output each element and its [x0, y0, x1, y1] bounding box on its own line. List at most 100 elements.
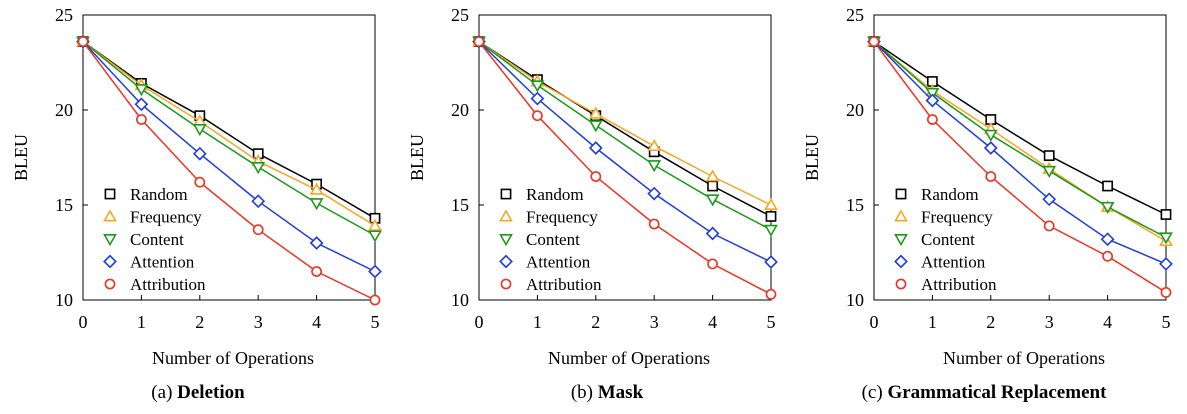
- data-point-content: [705, 194, 720, 207]
- legend-marker-random: [104, 188, 116, 200]
- data-point-content: [588, 120, 603, 133]
- data-point-attention: [1100, 232, 1115, 247]
- y-tick-label: 10: [55, 290, 73, 310]
- legend-marker-content: [499, 234, 513, 247]
- data-point-random: [1102, 180, 1113, 192]
- data-point-attribution: [77, 36, 89, 47]
- legend-label: Frequency: [526, 208, 598, 227]
- x-tick-label: 3: [650, 312, 659, 332]
- y-tick-label: 25: [846, 5, 864, 25]
- series-random: [868, 36, 1172, 220]
- x-tick-label: 0: [79, 312, 88, 332]
- data-point-content: [764, 224, 778, 237]
- data-point-frequency: [309, 182, 324, 195]
- y-tick-label: 25: [451, 5, 469, 25]
- x-axis-label: Number of Operations: [548, 348, 710, 368]
- series-line-attention: [873, 41, 1167, 265]
- x-tick-label: 1: [928, 312, 937, 332]
- data-point-random: [1160, 209, 1172, 220]
- legend-marker-frequency: [103, 209, 117, 222]
- data-point-attention: [530, 91, 545, 106]
- x-tick-label: 1: [137, 312, 146, 332]
- legend-item-frequency: Frequency: [499, 208, 598, 227]
- series-content: [76, 36, 382, 243]
- series-content: [867, 36, 1173, 245]
- legend-item-random: Random: [895, 185, 979, 204]
- data-point-content: [251, 162, 266, 175]
- plot-frame: [478, 14, 772, 301]
- caption-title: Deletion: [177, 382, 245, 403]
- legend-item-content: Content: [103, 230, 184, 249]
- data-point-attention: [925, 93, 940, 108]
- legend-label: Attribution: [921, 275, 997, 294]
- legend-label: Content: [526, 230, 580, 249]
- x-tick-label: 3: [254, 312, 263, 332]
- legend-item-attribution: Attribution: [895, 275, 997, 294]
- legend-item-content: Content: [499, 230, 580, 249]
- series-line-random: [82, 40, 376, 219]
- caption-prefix: (a): [151, 382, 173, 403]
- data-point-attribution: [311, 266, 322, 277]
- x-axis-label: Number of Operations: [152, 348, 314, 368]
- legend-marker-content: [894, 234, 908, 247]
- legend-marker-attention: [894, 254, 908, 269]
- legend-marker-frequency: [499, 209, 513, 222]
- y-tick-label: 15: [451, 195, 469, 215]
- plot-frame: [873, 14, 1167, 301]
- data-point-attribution: [1102, 250, 1113, 262]
- caption-title: Mask: [597, 382, 644, 403]
- legend-item-attention: Attention: [894, 253, 986, 272]
- data-point-content: [530, 80, 545, 93]
- legend-label: Random: [526, 185, 584, 204]
- series-line-content: [478, 40, 772, 231]
- data-point-frequency: [588, 106, 603, 119]
- series-content: [472, 36, 778, 237]
- data-point-attention: [192, 146, 207, 161]
- legend-label: Attention: [921, 253, 986, 272]
- data-point-attribution: [868, 36, 880, 47]
- series-line-attention: [82, 41, 376, 273]
- legend-item-frequency: Frequency: [894, 208, 993, 227]
- legend-marker-attribution: [895, 278, 907, 290]
- y-tick-label: 20: [451, 100, 469, 120]
- data-point-attention: [1042, 192, 1057, 207]
- legend-label: Content: [921, 230, 975, 249]
- data-point-attribution: [135, 114, 147, 125]
- data-point-attribution: [1160, 286, 1172, 298]
- series-line-attention: [478, 41, 772, 263]
- legend-marker-content: [103, 234, 117, 247]
- legend-label: Random: [130, 185, 188, 204]
- x-tick-label: 4: [708, 312, 717, 332]
- plot-frame: [82, 14, 376, 301]
- legend: Random Frequency Content Attention Attributi…: [499, 185, 602, 294]
- y-tick-label: 15: [846, 195, 864, 215]
- legend-item-frequency: Frequency: [103, 208, 202, 227]
- series-frequency: [76, 34, 382, 231]
- y-tick-label: 25: [55, 5, 73, 25]
- x-tick-label: 2: [986, 312, 995, 332]
- legend-marker-attention: [103, 254, 117, 269]
- x-tick-label: 2: [195, 312, 204, 332]
- data-point-attention: [705, 226, 720, 241]
- series-frequency: [472, 34, 778, 210]
- data-point-attribution: [473, 36, 485, 47]
- series-attribution: [77, 36, 381, 306]
- data-point-attention: [309, 236, 324, 250]
- data-point-content: [134, 84, 149, 97]
- data-point-content: [1100, 201, 1115, 215]
- chart-panel-grammatical-replacement: 10 15 20 25 0 1 2 3 4 5 Number of Operations BLEU Ra…: [791, 0, 1187, 414]
- data-point-attention: [134, 97, 149, 112]
- y-tick-label: 15: [55, 195, 73, 215]
- x-tick-label: 3: [1045, 312, 1054, 332]
- data-point-attention: [983, 141, 998, 155]
- legend-label: Frequency: [921, 208, 993, 227]
- legend-marker-random: [500, 188, 512, 200]
- series-line-attribution: [873, 41, 1167, 294]
- legend-item-attention: Attention: [499, 253, 591, 272]
- caption-grammatical-replacement: (c) Grammatical Replacement: [862, 382, 1107, 404]
- legend-label: Content: [130, 230, 184, 249]
- data-point-attention: [1159, 257, 1173, 271]
- chart-grammatical-replacement: 10 15 20 25 0 1 2 3 4 5 Number of Operations BLEU Ra…: [802, 5, 1173, 368]
- series-frequency: [867, 34, 1173, 247]
- data-point-attention: [251, 194, 266, 209]
